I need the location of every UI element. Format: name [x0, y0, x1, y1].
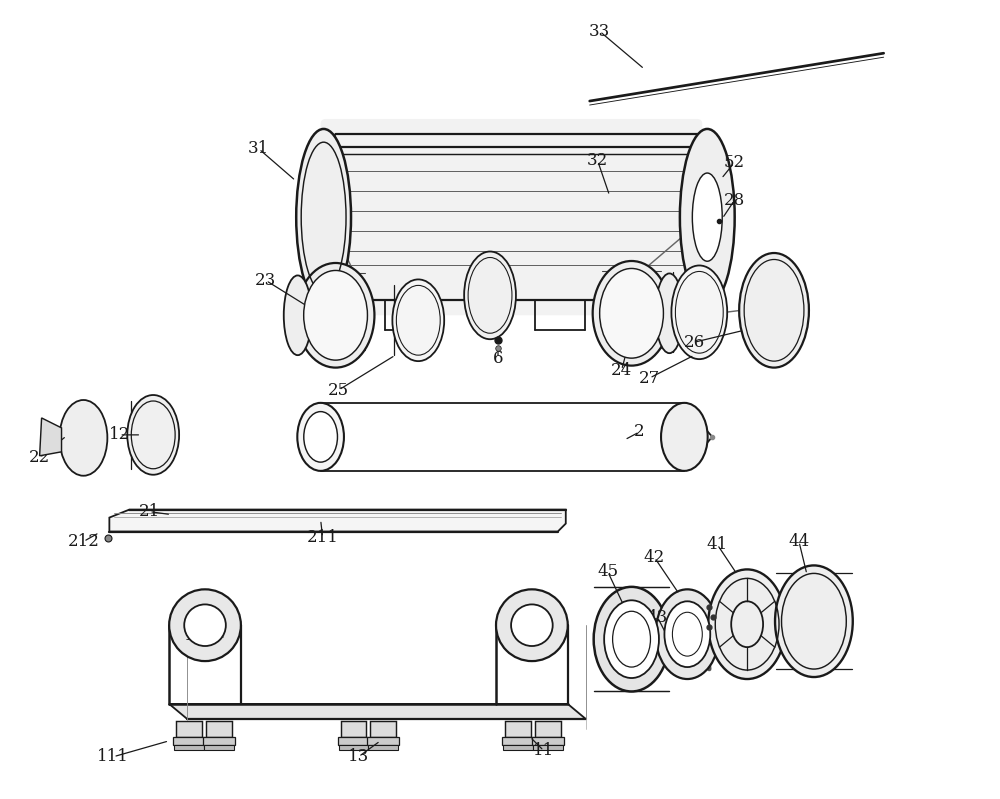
Bar: [368, 745, 398, 749]
Polygon shape: [109, 510, 566, 531]
Ellipse shape: [127, 395, 179, 475]
Ellipse shape: [511, 604, 553, 646]
Text: 2: 2: [634, 423, 645, 440]
Bar: [370, 721, 396, 737]
Text: 27: 27: [639, 370, 660, 387]
Ellipse shape: [296, 129, 351, 305]
Bar: [204, 745, 234, 749]
Ellipse shape: [392, 280, 444, 361]
Text: 43: 43: [647, 609, 668, 626]
Text: 21: 21: [139, 503, 160, 520]
Polygon shape: [40, 418, 62, 455]
Ellipse shape: [496, 590, 568, 661]
Ellipse shape: [680, 129, 735, 305]
Text: 28: 28: [724, 193, 745, 209]
Text: 44: 44: [788, 533, 810, 550]
Bar: [341, 721, 366, 737]
FancyBboxPatch shape: [321, 119, 702, 316]
Ellipse shape: [655, 590, 719, 679]
Ellipse shape: [169, 590, 241, 661]
Bar: [532, 737, 564, 745]
Text: 41: 41: [707, 536, 728, 553]
Text: 12: 12: [109, 427, 130, 443]
Text: 111: 111: [97, 748, 129, 765]
Bar: [711, 166, 725, 208]
Text: 24: 24: [611, 362, 632, 379]
Text: 6: 6: [493, 350, 503, 367]
Ellipse shape: [297, 263, 374, 368]
Ellipse shape: [304, 270, 367, 360]
Text: 22: 22: [29, 449, 50, 467]
Bar: [338, 737, 369, 745]
Bar: [206, 721, 232, 737]
Text: 32: 32: [587, 153, 608, 169]
Ellipse shape: [464, 252, 516, 340]
Ellipse shape: [304, 411, 337, 462]
Ellipse shape: [184, 604, 226, 646]
Bar: [203, 737, 235, 745]
Bar: [503, 745, 533, 749]
Ellipse shape: [60, 400, 107, 475]
Text: 1: 1: [184, 626, 194, 644]
Bar: [505, 721, 531, 737]
Ellipse shape: [593, 261, 670, 366]
Ellipse shape: [604, 600, 659, 678]
Bar: [502, 737, 534, 745]
Ellipse shape: [692, 173, 722, 261]
Ellipse shape: [600, 268, 663, 358]
Ellipse shape: [594, 586, 669, 691]
Text: 23: 23: [255, 272, 276, 289]
Text: 211: 211: [307, 529, 339, 546]
Ellipse shape: [739, 253, 809, 368]
Ellipse shape: [297, 403, 344, 471]
Text: 52: 52: [724, 154, 745, 171]
Text: 31: 31: [248, 141, 269, 157]
Ellipse shape: [655, 273, 683, 353]
Text: 33: 33: [589, 23, 610, 40]
Ellipse shape: [661, 403, 708, 471]
Text: 42: 42: [644, 549, 665, 566]
Bar: [367, 737, 399, 745]
Text: 26: 26: [684, 334, 705, 351]
Text: 11: 11: [533, 742, 554, 759]
Bar: [174, 745, 204, 749]
Ellipse shape: [775, 566, 853, 677]
Bar: [535, 721, 561, 737]
Bar: [339, 745, 368, 749]
Ellipse shape: [664, 602, 710, 667]
Bar: [173, 737, 205, 745]
Ellipse shape: [708, 570, 786, 679]
Text: 45: 45: [597, 563, 618, 580]
Ellipse shape: [671, 265, 727, 359]
Text: 212: 212: [68, 533, 99, 550]
Bar: [176, 721, 202, 737]
Text: 13: 13: [348, 748, 369, 765]
Text: 25: 25: [328, 382, 349, 399]
Bar: [533, 745, 563, 749]
Polygon shape: [169, 704, 586, 719]
Ellipse shape: [284, 276, 312, 355]
